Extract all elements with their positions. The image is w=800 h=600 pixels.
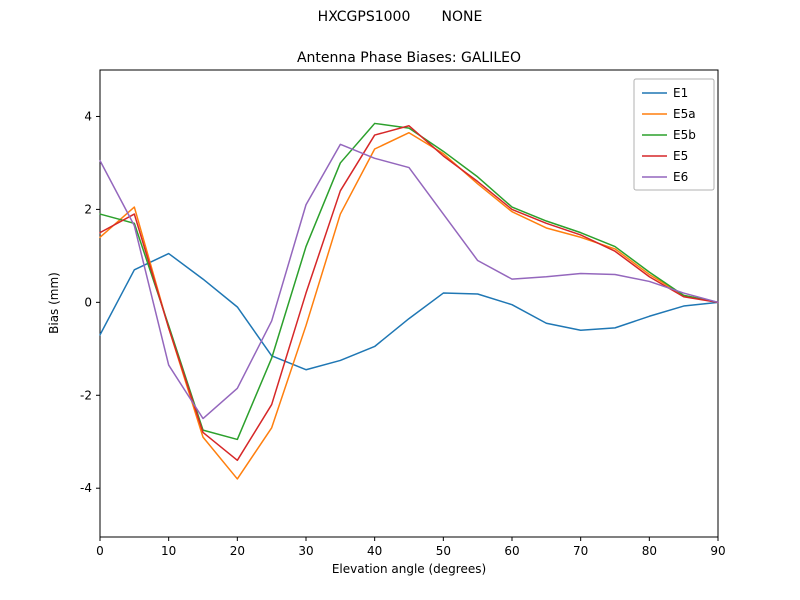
series-line-E1 — [99, 252, 719, 371]
x-tick-label: 80 — [642, 544, 657, 558]
x-tick-label: 50 — [436, 544, 451, 558]
y-tick-label: -4 — [80, 481, 92, 495]
figure-title: HXCGPS1000 NONE — [317, 9, 483, 25]
x-tick-label: 90 — [710, 544, 725, 558]
y-axis-label: Bias (mm) — [47, 272, 61, 334]
legend — [633, 78, 715, 191]
y-tick-label: -2 — [80, 388, 92, 402]
x-tick-label: 40 — [367, 544, 382, 558]
series-line-E5b — [99, 122, 719, 441]
x-tick-label: 10 — [161, 544, 176, 558]
x-tick-label: 20 — [230, 544, 245, 558]
series-line-E6 — [99, 143, 719, 420]
legend-label-E5: E5 — [673, 149, 688, 163]
legend-label-E1: E1 — [673, 86, 688, 100]
y-tick-label: 4 — [84, 109, 92, 123]
x-tick-label: 30 — [298, 544, 313, 558]
x-axis-label: Elevation angle (degrees) — [332, 562, 486, 576]
series-line-E5a — [99, 131, 719, 480]
chart-title: Antenna Phase Biases: GALILEO — [297, 50, 521, 66]
series-line-E5 — [99, 125, 719, 462]
x-tick-label: 70 — [573, 544, 588, 558]
plot-area: 0 10 20 30 40 50 60 70 80 90 -4 -2 0 2 4 E1 E5a E5b E5 E6 — [80, 69, 726, 558]
y-tick-label: 2 — [84, 202, 92, 216]
axes-frame — [99, 69, 719, 538]
legend-label-E5a: E5a — [673, 107, 696, 121]
x-tick-label: 60 — [504, 544, 519, 558]
y-tick-label: 0 — [84, 295, 92, 309]
legend-label-E5b: E5b — [673, 128, 696, 142]
x-tick-label: 0 — [96, 544, 104, 558]
legend-label-E6: E6 — [673, 170, 688, 184]
